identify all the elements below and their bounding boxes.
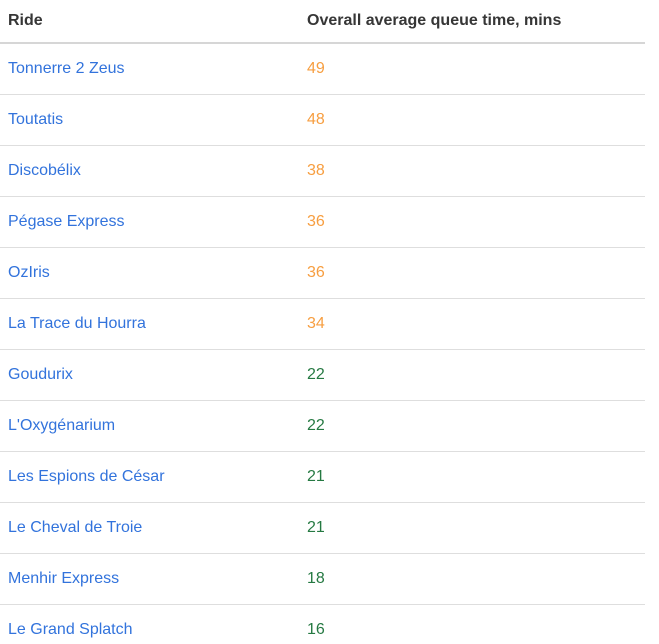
queue-time-cell: 48 <box>299 94 645 146</box>
ride-link[interactable]: L'Oxygénarium <box>8 417 116 434</box>
ride-cell: Goudurix <box>0 349 299 401</box>
ride-link[interactable]: Le Grand Splatch <box>8 621 133 638</box>
queue-time-value: 22 <box>307 417 325 434</box>
ride-link[interactable]: Pégase Express <box>8 213 125 230</box>
table-row: Le Cheval de Troie 21 <box>0 502 645 554</box>
ride-cell: Menhir Express <box>0 553 299 605</box>
ride-link[interactable]: Goudurix <box>8 366 73 383</box>
queue-times-table: Ride Overall average queue time, mins To… <box>0 0 645 644</box>
table-row: Le Grand Splatch 16 <box>0 604 645 644</box>
ride-cell: Toutatis <box>0 94 299 146</box>
table-header: Ride Overall average queue time, mins <box>0 0 645 44</box>
ride-cell: Pégase Express <box>0 196 299 248</box>
ride-link[interactable]: Le Cheval de Troie <box>8 519 143 536</box>
queue-time-cell: 36 <box>299 196 645 248</box>
table-row: Tonnerre 2 Zeus 49 <box>0 43 645 95</box>
queue-time-cell: 21 <box>299 502 645 554</box>
queue-time-value: 34 <box>307 315 325 332</box>
queue-time-value: 21 <box>307 468 325 485</box>
table-row: Goudurix 22 <box>0 349 645 401</box>
queue-time-cell: 16 <box>299 604 645 644</box>
queue-time-cell: 49 <box>299 43 645 95</box>
queue-time-value: 48 <box>307 111 325 128</box>
queue-time-cell: 18 <box>299 553 645 605</box>
ride-cell: La Trace du Hourra <box>0 298 299 350</box>
column-header-queue-time: Overall average queue time, mins <box>299 0 645 44</box>
header-row: Ride Overall average queue time, mins <box>0 0 645 44</box>
queue-time-cell: 38 <box>299 145 645 197</box>
ride-cell: Tonnerre 2 Zeus <box>0 43 299 95</box>
table-row: Pégase Express 36 <box>0 196 645 248</box>
queue-time-cell: 22 <box>299 349 645 401</box>
queue-time-cell: 22 <box>299 400 645 452</box>
queue-time-value: 21 <box>307 519 325 536</box>
queue-time-value: 36 <box>307 264 325 281</box>
table-row: L'Oxygénarium 22 <box>0 400 645 452</box>
table-row: Toutatis 48 <box>0 94 645 146</box>
queue-time-value: 36 <box>307 213 325 230</box>
queue-time-value: 16 <box>307 621 325 638</box>
ride-link[interactable]: OzIris <box>8 264 50 281</box>
queue-time-cell: 34 <box>299 298 645 350</box>
ride-cell: L'Oxygénarium <box>0 400 299 452</box>
ride-link[interactable]: Discobélix <box>8 162 81 179</box>
table-row: Menhir Express 18 <box>0 553 645 605</box>
queue-time-value: 22 <box>307 366 325 383</box>
table-row: La Trace du Hourra 34 <box>0 298 645 350</box>
table-row: OzIris 36 <box>0 247 645 299</box>
ride-cell: Le Cheval de Troie <box>0 502 299 554</box>
table-row: Discobélix 38 <box>0 145 645 197</box>
ride-link[interactable]: La Trace du Hourra <box>8 315 146 332</box>
column-header-ride: Ride <box>0 0 299 44</box>
ride-cell: OzIris <box>0 247 299 299</box>
queue-time-value: 38 <box>307 162 325 179</box>
queue-time-value: 18 <box>307 570 325 587</box>
ride-cell: Discobélix <box>0 145 299 197</box>
table-body: Tonnerre 2 Zeus 49 Toutatis 48 Discobéli… <box>0 43 645 644</box>
queue-time-cell: 36 <box>299 247 645 299</box>
ride-link[interactable]: Menhir Express <box>8 570 120 587</box>
queue-time-cell: 21 <box>299 451 645 503</box>
ride-link[interactable]: Toutatis <box>8 111 64 128</box>
ride-link[interactable]: Les Espions de César <box>8 468 165 485</box>
ride-cell: Les Espions de César <box>0 451 299 503</box>
table-row: Les Espions de César 21 <box>0 451 645 503</box>
queue-time-value: 49 <box>307 60 325 77</box>
ride-link[interactable]: Tonnerre 2 Zeus <box>8 60 125 77</box>
ride-cell: Le Grand Splatch <box>0 604 299 644</box>
